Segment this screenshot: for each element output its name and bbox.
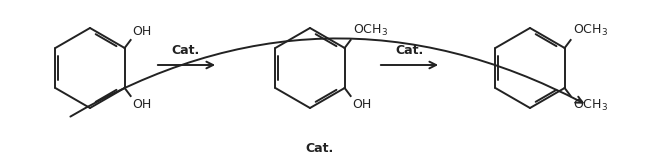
Text: Cat.: Cat. (306, 141, 334, 155)
Text: OCH$_3$: OCH$_3$ (353, 23, 388, 38)
Text: OCH$_3$: OCH$_3$ (573, 23, 608, 38)
Text: OCH$_3$: OCH$_3$ (573, 98, 608, 113)
Text: Cat.: Cat. (172, 44, 200, 56)
Text: OH: OH (353, 98, 372, 111)
Text: OH: OH (133, 25, 152, 38)
Text: OH: OH (133, 98, 152, 111)
Text: Cat.: Cat. (395, 44, 423, 56)
